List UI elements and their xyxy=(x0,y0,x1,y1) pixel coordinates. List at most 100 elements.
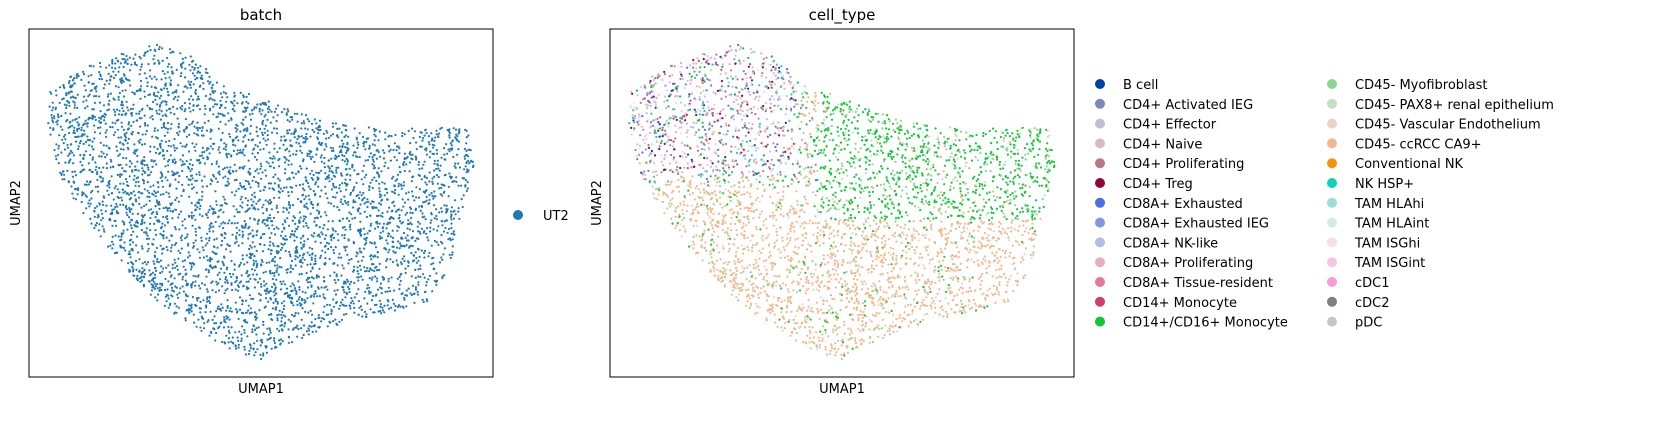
data-point xyxy=(286,119,289,122)
data-point xyxy=(322,318,326,321)
data-point xyxy=(808,329,812,332)
data-point xyxy=(378,130,381,133)
data-point xyxy=(330,157,333,160)
data-point xyxy=(457,184,460,187)
data-point xyxy=(332,320,335,323)
y-axis-label: UMAP2 xyxy=(9,180,24,226)
data-point xyxy=(273,260,276,263)
data-point xyxy=(368,286,371,289)
data-point xyxy=(218,170,221,173)
data-point xyxy=(352,302,355,305)
data-point xyxy=(86,125,89,128)
data-point xyxy=(89,180,92,183)
data-point xyxy=(755,172,758,175)
data-point xyxy=(331,133,335,136)
data-point xyxy=(310,234,313,237)
data-point xyxy=(964,182,967,185)
data-point xyxy=(675,118,678,121)
data-point xyxy=(218,225,221,228)
data-point xyxy=(261,131,264,134)
data-point xyxy=(333,262,336,265)
data-point xyxy=(233,99,236,102)
data-point xyxy=(972,190,975,193)
data-point xyxy=(380,312,383,315)
data-point xyxy=(323,286,326,289)
data-point xyxy=(391,260,395,264)
data-point xyxy=(269,182,273,185)
data-point xyxy=(153,287,156,290)
data-point xyxy=(129,243,132,246)
data-point xyxy=(129,224,133,227)
data-point xyxy=(769,98,772,101)
data-point xyxy=(235,311,239,314)
data-point xyxy=(205,237,208,240)
data-point xyxy=(410,251,413,255)
data-point xyxy=(207,269,210,272)
data-point xyxy=(89,202,92,205)
data-point xyxy=(117,95,120,99)
data-point xyxy=(804,316,807,319)
data-point xyxy=(827,269,830,273)
data-point xyxy=(158,108,161,111)
data-point xyxy=(295,236,298,239)
data-point xyxy=(194,91,197,94)
data-point xyxy=(358,197,361,200)
data-point xyxy=(304,114,308,117)
data-point xyxy=(388,150,391,153)
data-point xyxy=(196,299,199,302)
data-point xyxy=(381,306,384,309)
data-point xyxy=(230,154,233,157)
data-point xyxy=(313,325,316,328)
data-point xyxy=(448,132,451,135)
data-point xyxy=(91,140,94,143)
data-point xyxy=(773,241,776,244)
data-point xyxy=(242,148,245,151)
data-point xyxy=(663,142,666,145)
data-point xyxy=(217,260,220,263)
data-point xyxy=(315,330,318,333)
data-point xyxy=(357,193,360,197)
data-point xyxy=(83,122,86,125)
data-point xyxy=(406,222,410,226)
data-point xyxy=(148,274,152,277)
data-point xyxy=(308,329,311,332)
data-point xyxy=(164,277,167,281)
data-point xyxy=(243,165,246,168)
data-point xyxy=(982,131,985,135)
data-point xyxy=(298,219,301,222)
data-point xyxy=(175,147,178,150)
data-point xyxy=(880,145,883,148)
data-point xyxy=(291,233,294,236)
data-point xyxy=(852,157,855,160)
data-point xyxy=(182,265,185,268)
data-point xyxy=(241,300,244,303)
data-point xyxy=(284,238,287,241)
data-point xyxy=(61,98,64,101)
data-point xyxy=(892,247,895,250)
data-point xyxy=(154,49,157,53)
data-point xyxy=(146,50,149,53)
data-point xyxy=(146,124,149,127)
data-point xyxy=(354,216,357,219)
data-point xyxy=(73,106,76,109)
data-point xyxy=(119,62,122,65)
data-point xyxy=(399,170,402,173)
data-point xyxy=(252,297,255,300)
data-point xyxy=(170,66,173,69)
data-point xyxy=(330,308,333,311)
data-point xyxy=(413,301,416,304)
data-point xyxy=(921,198,924,201)
data-point xyxy=(289,271,292,274)
data-point xyxy=(211,280,214,283)
data-point xyxy=(215,162,218,165)
data-point xyxy=(247,304,250,307)
data-point xyxy=(329,202,333,205)
data-point xyxy=(376,280,379,283)
data-point xyxy=(122,203,125,206)
data-point xyxy=(210,163,213,166)
data-point xyxy=(280,313,283,316)
data-point xyxy=(249,118,253,121)
data-point xyxy=(265,289,268,292)
data-point xyxy=(167,144,170,147)
data-point xyxy=(188,307,191,310)
